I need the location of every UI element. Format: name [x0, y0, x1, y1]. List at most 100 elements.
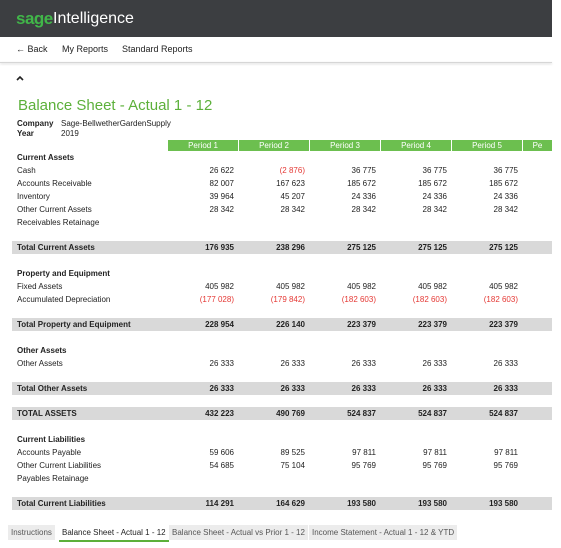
cell-value: 238 296: [276, 243, 305, 252]
cell-value: 524 837: [489, 409, 518, 418]
cell-value: 28 342: [422, 205, 447, 214]
row-label: Accumulated Depreciation: [17, 295, 111, 304]
row-label: Other Current Assets: [17, 205, 92, 214]
brand: sage: [16, 9, 53, 28]
cell-value: 524 837: [418, 409, 447, 418]
cell-value: 405 982: [418, 282, 447, 291]
section-label: Other Assets: [17, 346, 67, 355]
cell-value: 432 223: [205, 409, 234, 418]
column-header: Period 5: [452, 140, 522, 151]
row-label: Cash: [17, 166, 36, 175]
column-header: Period 2: [239, 140, 309, 151]
cell-value: 405 982: [347, 282, 376, 291]
cell-value: 490 769: [276, 409, 305, 418]
cell-value: 176 935: [205, 243, 234, 252]
cell-value: 26 333: [422, 384, 447, 393]
cell-value: 24 336: [422, 192, 447, 201]
cell-value: 24 336: [493, 192, 518, 201]
cell-value: 26 333: [209, 359, 234, 368]
product: Intelligence: [53, 10, 134, 27]
cell-value: 223 379: [347, 320, 376, 329]
top-bar: [0, 0, 552, 37]
sheet-tab[interactable]: Income Statement - Actual 1 - 12 & YTD: [309, 525, 458, 540]
cell-value: 185 672: [418, 179, 447, 188]
cell-value: 95 769: [422, 461, 447, 470]
nav-link[interactable]: Standard Reports: [122, 44, 193, 54]
cell-value: 26 622: [209, 166, 234, 175]
column-header: Period 1: [168, 140, 238, 151]
cell-value: 185 672: [347, 179, 376, 188]
nav-divider: [0, 62, 552, 63]
cell-value: 226 140: [276, 320, 305, 329]
total-band: [12, 318, 552, 331]
cell-value: 164 629: [276, 499, 305, 508]
sheet-tab[interactable]: Balance Sheet - Actual 1 - 12: [59, 525, 169, 542]
meta-value: 2019: [61, 129, 79, 138]
cell-value: 28 342: [351, 205, 376, 214]
cell-value: 97 811: [423, 448, 447, 457]
cell-value: 228 954: [205, 320, 234, 329]
section-label: Current Assets: [17, 153, 75, 162]
cell-value: 26 333: [422, 359, 447, 368]
total-label: TOTAL ASSETS: [17, 409, 77, 418]
cell-value: 524 837: [347, 409, 376, 418]
cell-value: 405 982: [205, 282, 234, 291]
cell-value: 275 125: [489, 243, 518, 252]
cell-value: 28 342: [209, 205, 234, 214]
cell-value: 26 333: [351, 384, 376, 393]
total-band: [12, 407, 552, 420]
collapse-toggle[interactable]: [15, 74, 25, 82]
cell-value: (177 028): [199, 295, 234, 304]
cell-value: 26 333: [209, 384, 234, 393]
cell-value: 185 672: [489, 179, 518, 188]
total-label: Total Other Assets: [17, 384, 88, 393]
total-label: Total Property and Equipment: [17, 320, 131, 329]
cell-value: 223 379: [489, 320, 518, 329]
cell-value: 75 104: [280, 461, 305, 470]
cell-value: 26 333: [493, 384, 518, 393]
cell-value: 39 964: [209, 192, 234, 201]
total-label: Total Current Liabilities: [17, 499, 106, 508]
cell-value: 36 775: [422, 166, 447, 175]
cell-value: (182 603): [341, 295, 376, 304]
cell-value: 89 525: [280, 448, 305, 457]
cell-value: 97 811: [352, 448, 376, 457]
cell-value: 26 333: [351, 359, 376, 368]
section-label: Property and Equipment: [17, 269, 110, 278]
cell-value: 82 007: [209, 179, 234, 188]
total-band: [12, 241, 552, 254]
cell-value: 95 769: [493, 461, 518, 470]
total-label: Total Current Assets: [17, 243, 95, 252]
meta-label: Year: [17, 129, 34, 138]
cell-value: 36 775: [493, 166, 518, 175]
section-label: Current Liabilities: [17, 435, 86, 444]
row-label: Other Assets: [17, 359, 63, 368]
cell-value: 54 685: [209, 461, 234, 470]
cell-value: 28 342: [280, 205, 305, 214]
meta-value: Sage-BellwetherGardenSupply: [61, 119, 171, 128]
cell-value: 114 291: [205, 499, 234, 508]
sheet-tab[interactable]: Instructions: [8, 525, 55, 540]
row-label: Receivables Retainage: [17, 218, 100, 227]
row-label: Inventory: [17, 192, 50, 201]
cell-value: 24 336: [351, 192, 376, 201]
cell-value: 193 580: [347, 499, 376, 508]
row-label: Accounts Receivable: [17, 179, 92, 188]
nav-link[interactable]: ← Back: [16, 44, 48, 54]
cell-value: 26 333: [280, 384, 305, 393]
cell-value: 59 606: [209, 448, 234, 457]
cell-value: 28 342: [493, 205, 518, 214]
row-label: Other Current Liabilities: [17, 461, 102, 470]
cell-value: 26 333: [280, 359, 305, 368]
row-label: Fixed Assets: [17, 282, 63, 291]
row-label: Accounts Payable: [17, 448, 82, 457]
cell-value: (2 876): [279, 166, 305, 175]
meta-label: Company: [17, 119, 54, 128]
nav-link[interactable]: My Reports: [62, 44, 109, 54]
sheet-tab[interactable]: Balance Sheet - Actual vs Prior 1 - 12: [169, 525, 308, 540]
cell-value: (182 603): [483, 295, 518, 304]
cell-value: 275 125: [347, 243, 376, 252]
cell-value: 275 125: [418, 243, 447, 252]
cell-value: 223 379: [418, 320, 447, 329]
